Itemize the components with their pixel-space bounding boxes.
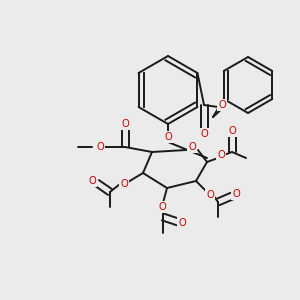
- Text: O: O: [228, 126, 236, 136]
- Text: O: O: [120, 179, 128, 189]
- Text: O: O: [206, 190, 214, 200]
- Text: O: O: [164, 132, 172, 142]
- Text: O: O: [188, 142, 196, 152]
- Text: O: O: [232, 189, 240, 199]
- Text: O: O: [217, 150, 225, 160]
- Text: O: O: [158, 202, 166, 212]
- Text: O: O: [178, 218, 186, 228]
- Text: O: O: [96, 142, 104, 152]
- Text: O: O: [200, 129, 208, 139]
- Text: O: O: [88, 176, 96, 186]
- Text: O: O: [218, 100, 226, 110]
- Text: O: O: [121, 119, 129, 129]
